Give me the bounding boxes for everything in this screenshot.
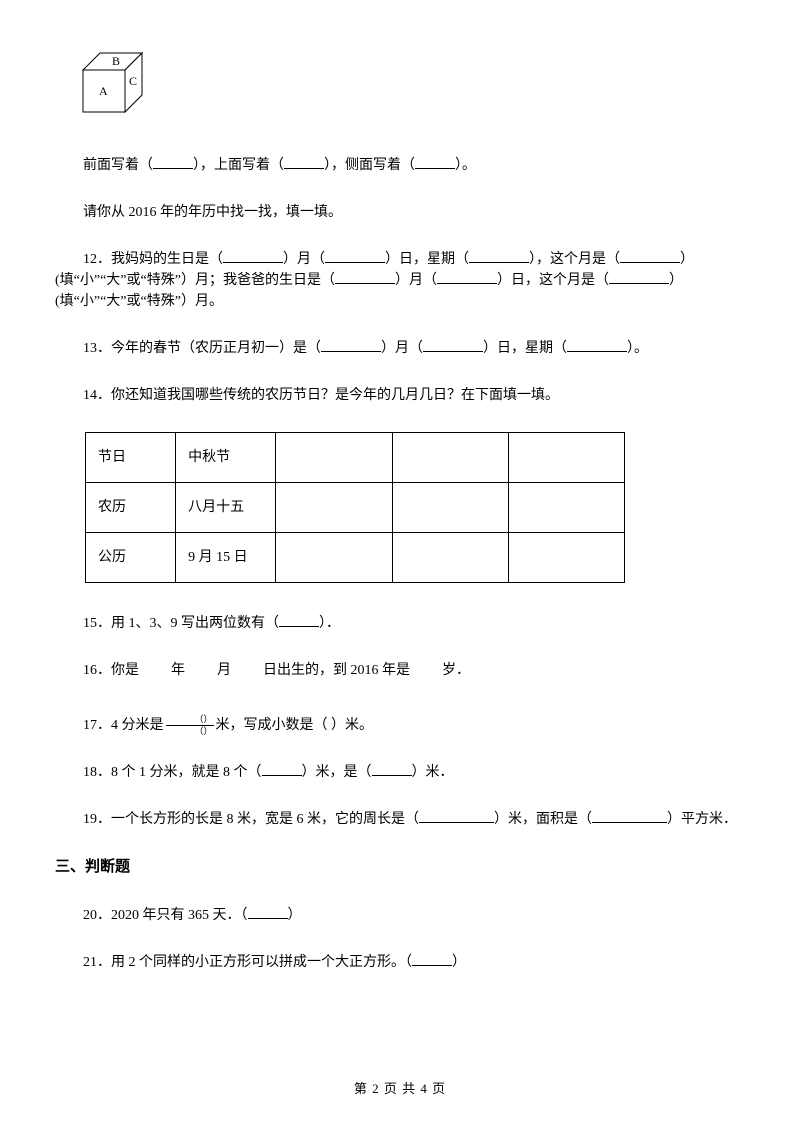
blank (423, 338, 483, 352)
cell: 农历 (86, 483, 176, 533)
cell (392, 533, 508, 583)
blank (335, 270, 395, 284)
blank (262, 762, 302, 776)
blank (419, 809, 494, 823)
festival-table: 节日 中秋节 农历 八月十五 公历 9 月 15 日 (85, 432, 625, 583)
table-row: 节日 中秋节 (86, 433, 625, 483)
cube-label-c: C (129, 74, 137, 88)
cube-svg: B A C (80, 50, 148, 118)
cell (276, 533, 392, 583)
cell: 节日 (86, 433, 176, 483)
cube-label-a: A (99, 84, 108, 98)
page-footer: 第 2 页 共 4 页 (0, 1079, 800, 1099)
cell (508, 433, 624, 483)
question-13: 13．今年的春节（农历正月初一）是（）月（）日，星期（）。 (55, 338, 745, 359)
cell (508, 483, 624, 533)
blank (279, 613, 319, 627)
blank (153, 155, 193, 169)
question-21: 21．用 2 个同样的小正方形可以拼成一个大正方形。（） (55, 952, 745, 973)
cell: 9 月 15 日 (176, 533, 276, 583)
cell (276, 483, 392, 533)
cell: 公历 (86, 533, 176, 583)
cell (392, 433, 508, 483)
blank (469, 249, 529, 263)
cell (392, 483, 508, 533)
blank (223, 249, 283, 263)
blank (321, 338, 381, 352)
blank (412, 952, 452, 966)
blank (609, 270, 669, 284)
blank (437, 270, 497, 284)
blank (415, 155, 455, 169)
blank (567, 338, 627, 352)
question-15: 15．用 1、3、9 写出两位数有（）． (55, 613, 745, 634)
table-row: 农历 八月十五 (86, 483, 625, 533)
question-12: 12．我妈妈的生日是（）月（）日，星期（），这个月是（）(填“小”“大”或“特殊… (55, 249, 745, 312)
blank (592, 809, 667, 823)
section-3-heading: 三、判断题 (55, 856, 745, 879)
blank (248, 905, 288, 919)
question-17: 17．4 分米是（）（）米，写成小数是（ ）米。 (55, 715, 745, 736)
question-18: 18．8 个 1 分米，就是 8 个（）米，是（）米． (55, 762, 745, 783)
cube-question-line: 前面写着（），上面写着（），侧面写着（）。 (55, 155, 745, 176)
question-20: 20．2020 年只有 365 天．（） (55, 905, 745, 926)
cube-label-b: B (112, 54, 120, 68)
question-14: 14．你还知道我国哪些传统的农历节日？是今年的几月几日？在下面填一填。 (55, 385, 745, 406)
fraction: （）（） (166, 715, 214, 736)
calendar-intro: 请你从 2016 年的年历中找一找，填一填。 (55, 202, 745, 223)
cell (276, 433, 392, 483)
question-19: 19．一个长方形的长是 8 米，宽是 6 米，它的周长是（）米，面积是（）平方米… (55, 809, 745, 830)
blank (284, 155, 324, 169)
cube-diagram: B A C (80, 50, 745, 125)
table-row: 公历 9 月 15 日 (86, 533, 625, 583)
question-16: 16．你是年月日出生的，到 2016 年是岁． (55, 660, 745, 681)
blank (325, 249, 385, 263)
cell: 中秋节 (176, 433, 276, 483)
cell: 八月十五 (176, 483, 276, 533)
blank (620, 249, 680, 263)
blank (372, 762, 412, 776)
cell (508, 533, 624, 583)
